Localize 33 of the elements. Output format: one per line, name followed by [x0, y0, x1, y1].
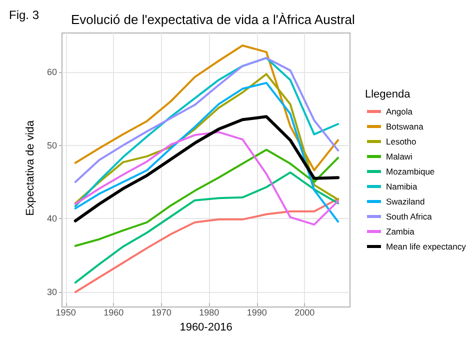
- line-series: [74, 44, 340, 172]
- x-tick-label: 2000: [294, 308, 315, 318]
- line-series: [74, 82, 340, 223]
- line-series: [74, 56, 340, 183]
- legend-label: Mozambique: [386, 166, 435, 176]
- line-series: [74, 148, 340, 247]
- legend-label: Zambia: [386, 226, 415, 236]
- y-tick-label: 30: [46, 287, 57, 298]
- line-series: [74, 115, 340, 222]
- legend-title: Llegenda: [365, 88, 412, 100]
- x-tick-label: 1960: [104, 308, 124, 318]
- caption: Fig. 3: [9, 8, 40, 22]
- legend-label: Botswana: [386, 122, 424, 132]
- y-tick-label: 50: [46, 140, 57, 150]
- y-axis-title: Expectativa de vida: [24, 119, 37, 216]
- x-tick-label: 1950: [56, 308, 76, 318]
- legend-label: South Africa: [386, 212, 432, 222]
- x-tick-label: 1990: [246, 308, 267, 318]
- x-axis-title: 1960-2016: [180, 322, 232, 334]
- legend-label: Angola: [386, 106, 413, 116]
- x-tick-label: 1970: [151, 308, 172, 318]
- legend-label: Mean life expectancy: [386, 242, 467, 252]
- legend-label: Lesotho: [386, 136, 417, 146]
- line-series: [74, 171, 340, 284]
- x-tick-label: 1980: [199, 308, 220, 318]
- y-tick-label: 40: [46, 214, 57, 224]
- y-tick-label: 60: [46, 66, 57, 77]
- line-series: [74, 131, 340, 226]
- line-series: [74, 198, 340, 294]
- legend-label: Malawi: [386, 152, 413, 162]
- legend-label: Swaziland: [386, 196, 426, 206]
- chart-title: Evolució de l'expectativa de vida a l'Àfrica Austral: [71, 12, 356, 27]
- legend-label: Namibia: [386, 182, 418, 192]
